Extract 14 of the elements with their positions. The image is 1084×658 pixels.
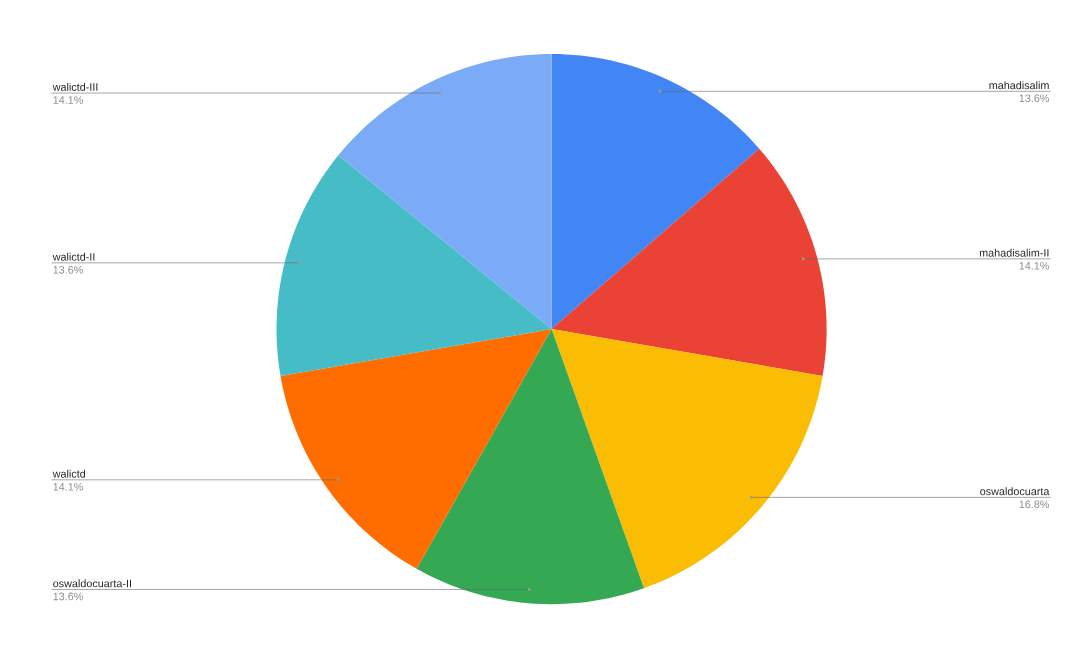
slice-label: oswaldocuarta-II (53, 579, 131, 588)
data-label: 14.1% (53, 482, 83, 491)
slice-label: mahadisalim (989, 81, 1049, 90)
slice-label: walictd-II (52, 252, 95, 261)
data-label: 13.6% (1019, 94, 1050, 103)
slice-label: walictd (52, 469, 86, 478)
data-label: 14.1% (53, 96, 83, 104)
data-label: 13.6% (53, 592, 83, 601)
data-label: 16.8% (1019, 500, 1050, 509)
data-label: 13.6% (53, 265, 83, 274)
slice-label: walictd-III (52, 82, 98, 91)
data-label: 14.1% (1019, 261, 1050, 270)
slice-label: oswaldocuarta (980, 487, 1050, 496)
slice-label: mahadisalim-II (979, 248, 1049, 257)
